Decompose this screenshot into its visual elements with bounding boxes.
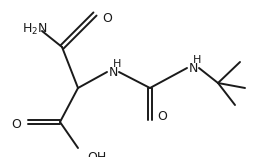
Text: N: N xyxy=(108,65,118,78)
Text: O: O xyxy=(102,12,112,25)
Text: O: O xyxy=(157,110,167,123)
Text: H: H xyxy=(193,55,201,65)
Text: OH: OH xyxy=(87,151,106,157)
Text: H: H xyxy=(113,59,121,69)
Text: N: N xyxy=(188,62,198,75)
Text: O: O xyxy=(11,117,21,130)
Text: H$_2$N: H$_2$N xyxy=(22,22,47,37)
